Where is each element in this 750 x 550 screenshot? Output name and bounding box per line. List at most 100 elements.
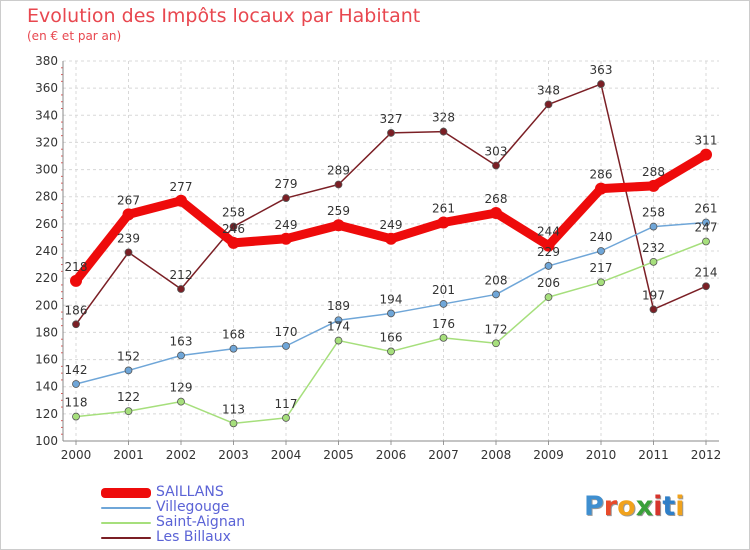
data-label-les-billaux: 214 — [695, 265, 718, 279]
data-point-saint-aignan — [72, 412, 80, 421]
data-label-villegouge: 142 — [65, 363, 88, 377]
data-label-saint-aignan: 176 — [432, 317, 455, 331]
data-label-les-billaux: 328 — [432, 111, 455, 125]
data-point-les-billaux — [702, 282, 710, 291]
x-tick-label: 2010 — [586, 448, 617, 462]
data-label-villegouge: 194 — [380, 292, 403, 306]
data-label-les-billaux: 303 — [485, 145, 508, 159]
data-point-les-billaux — [597, 80, 605, 88]
logo-letter: i — [675, 491, 685, 522]
data-point-villegouge — [544, 262, 553, 270]
data-label-saillans: 218 — [65, 260, 88, 274]
legend-swatch-les-billaux — [101, 537, 151, 539]
y-tick-label: 300 — [35, 163, 58, 177]
logo-letter: t — [662, 491, 676, 522]
data-point-saint-aignan — [597, 278, 605, 287]
data-label-les-billaux: 197 — [642, 288, 665, 302]
data-point-saint-aignan — [439, 333, 448, 342]
data-point-saint-aignan — [177, 397, 185, 406]
data-label-saillans: 259 — [327, 204, 350, 218]
data-point-villegouge — [649, 222, 658, 231]
data-point-villegouge — [177, 351, 185, 360]
data-point-les-billaux — [124, 248, 133, 257]
x-tick-label: 2009 — [533, 448, 564, 462]
y-tick-label: 200 — [35, 298, 58, 312]
data-point-les-billaux — [439, 127, 448, 136]
data-point-villegouge — [597, 247, 605, 255]
data-label-villegouge: 229 — [537, 245, 560, 259]
data-point-saillans — [490, 207, 502, 219]
y-tick-label: 260 — [35, 217, 58, 231]
data-label-saint-aignan: 117 — [275, 397, 298, 411]
data-point-saint-aignan — [229, 419, 238, 428]
data-point-saint-aignan — [334, 336, 343, 345]
data-point-saint-aignan — [702, 237, 710, 246]
data-point-les-billaux — [177, 285, 185, 293]
data-label-saint-aignan: 113 — [222, 402, 245, 416]
x-tick-label: 2001 — [113, 448, 144, 462]
legend-swatch-villegouge — [101, 507, 151, 509]
data-point-les-billaux — [649, 305, 658, 314]
data-label-les-billaux: 239 — [117, 231, 140, 245]
data-label-les-billaux: 348 — [537, 83, 560, 97]
x-tick-label: 2003 — [218, 448, 249, 462]
x-tick-label: 2005 — [323, 448, 354, 462]
data-point-villegouge — [387, 309, 395, 318]
chart-subtitle: (en € et par an) — [27, 29, 122, 43]
data-label-les-billaux: 363 — [590, 63, 613, 77]
logo-letter: x — [635, 491, 654, 522]
x-tick-label: 2000 — [61, 448, 92, 462]
proxiti-logo: Proxiti — [584, 491, 685, 522]
data-point-villegouge — [492, 290, 500, 299]
data-label-saint-aignan: 122 — [117, 390, 140, 404]
y-tick-label: 360 — [35, 81, 58, 95]
data-point-villegouge — [334, 316, 343, 325]
logo-letter: i — [653, 491, 663, 522]
data-label-saillans: 311 — [695, 134, 718, 148]
data-point-saint-aignan — [282, 414, 290, 422]
data-point-villegouge — [282, 342, 290, 350]
data-point-les-billaux — [229, 222, 238, 231]
y-tick-label: 340 — [35, 108, 58, 122]
legend-label-villegouge: Villegouge — [156, 499, 230, 515]
data-label-villegouge: 189 — [327, 299, 350, 313]
y-tick-label: 180 — [35, 325, 58, 339]
data-label-villegouge: 261 — [695, 202, 718, 216]
y-tick-label: 320 — [35, 135, 58, 149]
data-point-saint-aignan — [544, 293, 553, 302]
data-point-saillans — [332, 219, 345, 232]
data-point-les-billaux — [387, 129, 395, 137]
data-label-saint-aignan: 232 — [642, 241, 665, 255]
x-tick-label: 2007 — [428, 448, 459, 462]
data-point-villegouge — [229, 344, 238, 353]
x-tick-label: 2008 — [481, 448, 512, 462]
x-tick-label: 2004 — [271, 448, 302, 462]
data-label-saint-aignan: 129 — [170, 381, 193, 395]
logo-letter: r — [603, 491, 618, 522]
data-point-saint-aignan — [124, 407, 133, 416]
data-point-saillans — [122, 208, 135, 221]
logo-letter: P — [584, 491, 604, 522]
x-tick-label: 2012 — [691, 448, 722, 462]
data-label-saillans: 249 — [380, 218, 403, 232]
data-label-villegouge: 201 — [432, 283, 455, 297]
legend-swatch-saint-aignan — [101, 522, 151, 524]
data-label-saint-aignan: 217 — [590, 261, 613, 275]
data-label-saint-aignan: 118 — [65, 396, 88, 410]
y-tick-label: 220 — [35, 271, 58, 285]
x-tick-label: 2006 — [376, 448, 407, 462]
data-label-saillans: 261 — [432, 202, 455, 216]
data-label-villegouge: 163 — [170, 335, 193, 349]
data-label-les-billaux: 279 — [275, 177, 298, 191]
data-point-les-billaux — [282, 194, 290, 202]
y-tick-label: 240 — [35, 244, 58, 258]
data-point-saillans — [542, 239, 555, 252]
legend-label-saint-aignan: Saint-Aignan — [156, 514, 246, 530]
legend-label-les-billaux: Les Billaux — [156, 529, 231, 545]
data-point-saillans — [595, 182, 607, 195]
data-point-villegouge — [124, 366, 133, 375]
chart-title: Evolution des Impôts locaux par Habitant — [27, 5, 421, 27]
legend-label-saillans: SAILLANS — [156, 484, 224, 500]
data-label-saillans: 246 — [222, 222, 245, 236]
